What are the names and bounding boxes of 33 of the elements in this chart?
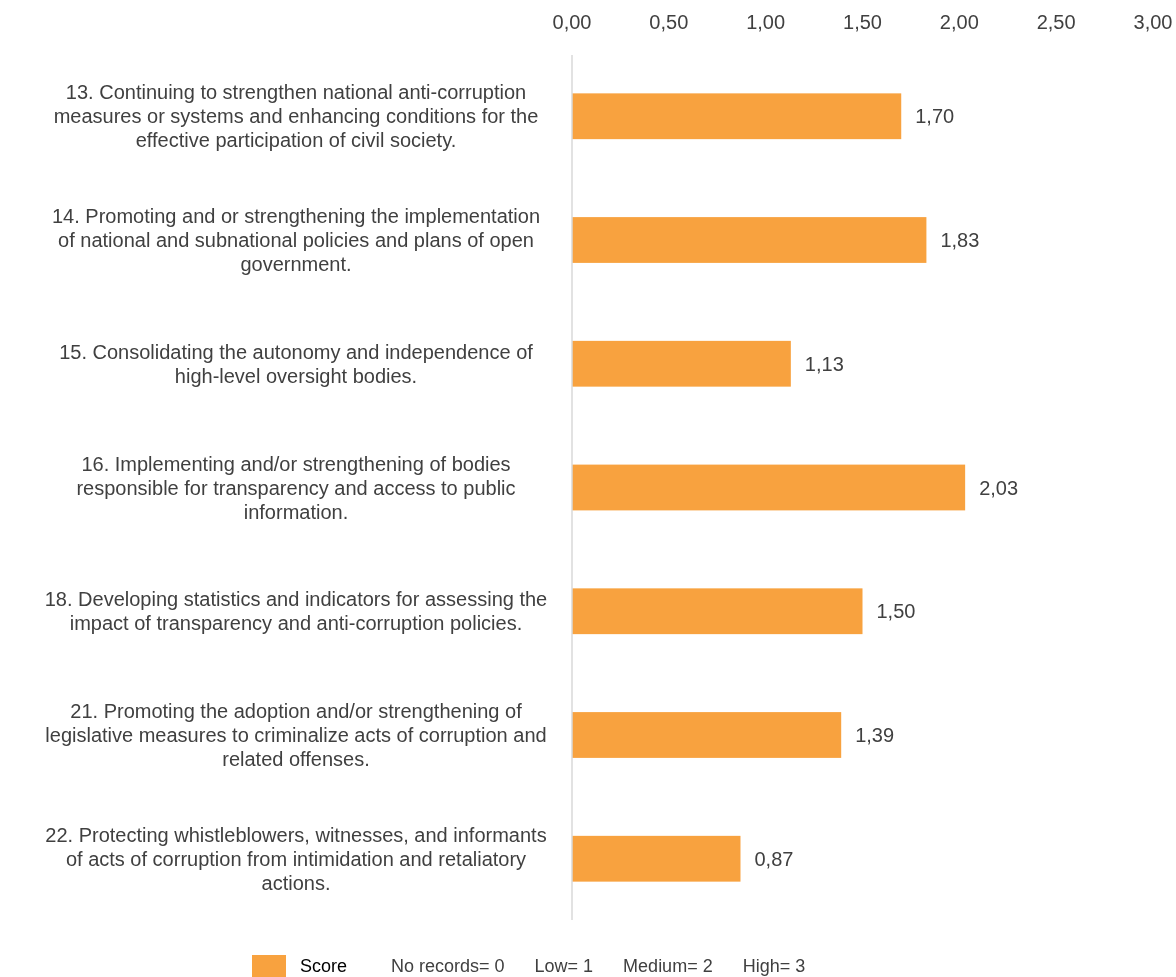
y-tick-label: 15. Consolidating the autonomy and independence of high-level oversight bodies. — [59, 340, 534, 387]
x-tick-label: 1,50 — [843, 11, 882, 33]
text: Low= 1 — [534, 956, 594, 977]
data-label: 1,13 — [804, 352, 844, 375]
y-tick-label: 14. Promoting and or strengthening the implementation of national and subnational policies and plans of open government. — [51, 205, 541, 275]
bar — [572, 93, 902, 140]
bar — [572, 217, 927, 263]
y-tick-label: 18. Developing statistics and indicators for assessing the impact of transparency and anti-corruption policies. — [44, 588, 548, 635]
x-tick-label: 2,50 — [1036, 11, 1076, 33]
x-tick-label: 0,00 — [552, 11, 592, 33]
bar — [572, 835, 741, 882]
data-label: 0,87 — [754, 847, 794, 870]
x-tick-label: 3,00 — [1133, 11, 1173, 33]
y-tick-label: 22. Protecting whistleblowers, witnesses, and informants of acts of corruption from intimidation and retaliatory actions. — [45, 823, 547, 894]
data-label: 1,50 — [876, 600, 916, 623]
x-tick-label: 1,00 — [746, 11, 786, 33]
y-tick-label: 13. Continuing to strengthen national anti-corruption measures or systems and enhancing conditions for the effective participation of civil society. — [53, 81, 539, 152]
bar — [572, 588, 863, 635]
y-tick-label: 16. Implementing and/or strengthening of bodies responsible for transparency and access to public information. — [76, 452, 516, 523]
data-label: 1,70 — [915, 105, 955, 128]
y-tick-label: 21. Promoting the adoption and/or strengthening of legislative measures to criminalize acts of corruption and related offenses. — [45, 700, 547, 770]
data-label: 2,03 — [979, 476, 1019, 499]
bar — [572, 712, 842, 758]
text: No records= 0 — [391, 956, 505, 977]
data-label: 1,39 — [855, 724, 895, 746]
bar — [572, 464, 966, 511]
x-tick-label: 2,00 — [939, 11, 979, 33]
x-tick-label: 0,50 — [649, 11, 689, 33]
legend-label: Score — [300, 956, 348, 977]
bar — [572, 340, 791, 387]
text: High= 3 — [742, 956, 806, 977]
data-label: 1,83 — [940, 229, 980, 251]
text: Medium= 2 — [623, 956, 713, 977]
